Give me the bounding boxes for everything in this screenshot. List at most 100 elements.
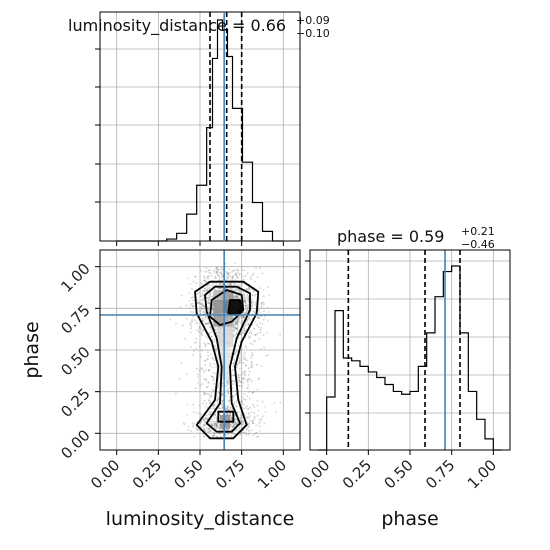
scatter-point (226, 283, 229, 286)
scatter-point (249, 415, 251, 417)
scatter-point (203, 287, 206, 290)
scatter-point (262, 289, 265, 291)
scatter-point (248, 422, 251, 425)
scatter-point (186, 414, 189, 416)
scatter-point (195, 348, 198, 350)
scatter-point (238, 427, 241, 429)
scatter-point (236, 295, 239, 298)
scatter-point (215, 272, 218, 274)
scatter-point (207, 431, 209, 434)
scatter-point (245, 323, 247, 326)
scatter-point (194, 276, 197, 278)
scatter-point (251, 274, 254, 277)
scatter-point (246, 428, 249, 430)
scatter-point (183, 423, 186, 426)
scatter-point (236, 322, 239, 324)
scatter-y-tick-label: 1.00 (57, 260, 93, 296)
scatter-point (219, 283, 222, 286)
scatter-point (259, 328, 262, 331)
scatter-point (227, 429, 229, 431)
scatter-point (232, 276, 234, 278)
scatter-point (238, 361, 241, 364)
scatter-point (187, 429, 190, 431)
scatter-point (208, 302, 211, 304)
scatter-point (237, 269, 239, 272)
scatter-point (214, 422, 217, 425)
scatter-point (199, 355, 202, 358)
scatter-point (216, 424, 218, 427)
scatter-point (239, 333, 242, 335)
scatter-point (247, 408, 250, 410)
scatter-point (229, 412, 231, 415)
scatter-point (221, 394, 224, 397)
scatter-point (237, 318, 239, 321)
scatter-point (230, 284, 233, 286)
scatter-point (246, 378, 249, 381)
scatter-point (218, 287, 221, 290)
scatter-point (204, 323, 207, 326)
scatter-point (224, 279, 227, 281)
scatter-point (228, 284, 231, 287)
scatter-point (208, 299, 211, 302)
scatter-point (245, 321, 247, 324)
scatter-point (245, 308, 247, 310)
scatter-point (209, 394, 212, 397)
scatter-point (214, 432, 216, 434)
scatter-point (198, 404, 201, 407)
scatter-point (218, 282, 221, 285)
scatter-point (196, 299, 199, 302)
scatter-point (243, 327, 246, 330)
scatter-point (234, 262, 237, 265)
scatter-point (206, 284, 209, 287)
scatter-point (250, 278, 253, 280)
scatter-point (244, 324, 247, 327)
scatter-point (237, 344, 240, 347)
scatter-point (234, 429, 237, 432)
scatter-point (211, 407, 214, 410)
scatter-point (231, 387, 234, 390)
scatter-point (254, 334, 257, 336)
scatter-point (226, 380, 229, 383)
scatter-point (247, 299, 250, 302)
scatter-point (202, 304, 205, 307)
scatter-point (238, 272, 241, 275)
scatter-point (243, 332, 246, 335)
scatter-point (211, 284, 213, 287)
scatter-point (220, 401, 223, 404)
scatter-point (225, 428, 227, 431)
scatter-point (193, 305, 195, 307)
scatter-point (203, 290, 205, 293)
scatter-point (233, 358, 235, 361)
scatter-point (244, 301, 247, 304)
scatter-point (249, 420, 252, 422)
scatter-point (214, 413, 216, 416)
scatter-point (228, 399, 231, 402)
scatter-point (240, 315, 243, 318)
scatter-point (250, 294, 253, 297)
scatter-point (208, 294, 210, 296)
scatter-point (238, 411, 241, 413)
scatter-point (231, 277, 234, 279)
scatter-point (233, 329, 236, 332)
scatter-point (243, 353, 245, 356)
scatter-point (206, 286, 208, 288)
scatter-point (238, 376, 240, 379)
scatter-point (253, 412, 256, 414)
phase-x-tick-label: 0.75 (422, 456, 458, 492)
scatter-point (233, 433, 236, 435)
scatter-point (194, 275, 197, 278)
scatter-point (242, 278, 245, 281)
scatter-point (231, 432, 234, 435)
scatter-point (233, 296, 236, 298)
scatter-point (205, 427, 208, 430)
scatter-point (255, 302, 257, 304)
scatter-point (251, 392, 254, 395)
scatter-point (237, 324, 239, 327)
scatter-point (241, 282, 244, 285)
scatter-point (241, 385, 244, 388)
scatter-point (207, 298, 210, 301)
scatter-point (266, 307, 269, 309)
scatter-point (243, 393, 246, 395)
scatter-point (252, 272, 255, 275)
scatter-point (189, 331, 192, 334)
